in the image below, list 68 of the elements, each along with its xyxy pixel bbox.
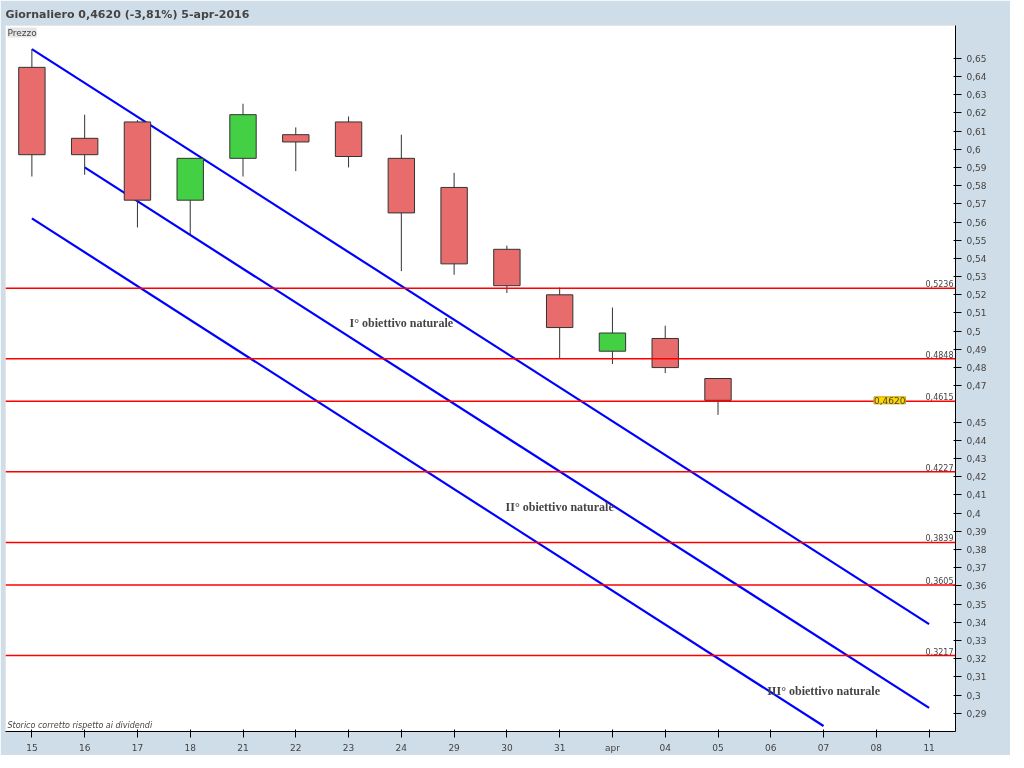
x-tick-label: 05 (712, 742, 724, 753)
x-tick-label: 24 (395, 742, 408, 753)
ref-line-label: 0,4615 (925, 393, 954, 403)
y-tick-label: 0,62 (966, 108, 987, 119)
ref-line-label: 0,3839 (925, 534, 954, 544)
x-tick-label: 29 (448, 742, 461, 753)
x-tick-label: apr (604, 742, 621, 753)
x-tick-label: 17 (131, 742, 144, 753)
y-tick-label: 0,57 (966, 199, 987, 210)
y-tick-label: 0,61 (966, 126, 987, 137)
annotation: I° obiettivo naturale (349, 316, 454, 331)
annotation: Prezzo (7, 27, 38, 38)
y-tick-label: 0,41 (966, 490, 987, 501)
y-tick-label: 0,53 (966, 272, 987, 283)
y-tick-label: 0,43 (966, 454, 987, 465)
y-tick-label: 0,64 (966, 71, 987, 82)
y-tick-label: 0,44 (966, 435, 987, 446)
y-tick-label: 0,5 (966, 326, 981, 337)
x-tick-label: 06 (765, 742, 777, 753)
annotation: 0,4620 (874, 395, 906, 406)
ref-line-label: 0,3605 (925, 577, 954, 587)
y-tick-label: 0,56 (966, 217, 987, 228)
x-tick-label: 22 (290, 742, 302, 753)
y-tick-label: 0,58 (966, 181, 987, 192)
y-tick-label: 0,33 (966, 636, 987, 647)
x-tick-label: 15 (26, 742, 38, 753)
x-tick-label: 04 (659, 742, 672, 753)
y-tick-label: 0,48 (966, 363, 987, 374)
y-tick-label: 0,3 (966, 690, 981, 701)
y-tick-label: 0,47 (966, 381, 987, 392)
ref-line-label: 0,4848 (925, 350, 954, 360)
y-tick-label: 0,32 (966, 654, 987, 665)
x-tick-label: 18 (184, 742, 197, 753)
y-tick-label: 0,38 (966, 545, 987, 556)
chart-title: Giornaliero 0,4620 (-3,81%) 5-apr-2016 (5, 7, 250, 21)
x-tick-label: 21 (237, 742, 249, 753)
y-tick-label: 0,6 (966, 144, 982, 155)
x-tick-label: 31 (553, 742, 566, 753)
x-tick-label: 30 (501, 742, 513, 753)
y-tick-label: 0,37 (966, 563, 987, 574)
y-tick-label: 0,51 (966, 308, 987, 319)
y-tick-label: 0,65 (966, 53, 987, 64)
y-tick-label: 0,34 (966, 617, 987, 628)
ref-line-label: 0,5236 (925, 280, 954, 290)
annotation: II° obiettivo naturale (505, 499, 615, 514)
y-tick-label: 0,49 (966, 344, 987, 355)
y-tick-label: 0,36 (966, 581, 987, 592)
annotation: Storico corretto rispetto ai dividendi (7, 720, 153, 730)
ref-line-label: 0,3217 (925, 647, 954, 657)
y-tick-label: 0,59 (966, 162, 987, 173)
ref-line-label: 0,4227 (925, 463, 954, 473)
y-tick-label: 0,63 (966, 90, 987, 101)
y-tick-label: 0,4 (966, 508, 982, 519)
y-tick-label: 0,45 (966, 417, 987, 428)
y-tick-label: 0,35 (966, 599, 987, 610)
y-tick-label: 0,42 (966, 472, 987, 483)
x-tick-label: 16 (78, 742, 91, 753)
y-tick-label: 0,29 (966, 708, 987, 719)
x-tick-label: 08 (870, 742, 883, 753)
y-tick-label: 0,52 (966, 290, 987, 301)
y-tick-label: 0,54 (966, 253, 987, 264)
x-tick-label: 07 (817, 742, 830, 753)
x-tick-label: 23 (342, 742, 355, 753)
annotation: III° obiettivo naturale (767, 683, 881, 698)
y-tick-label: 0,39 (966, 526, 987, 537)
x-tick-label: 11 (923, 742, 935, 753)
y-tick-label: 0,55 (966, 235, 987, 246)
y-tick-label: 0,31 (966, 672, 987, 683)
